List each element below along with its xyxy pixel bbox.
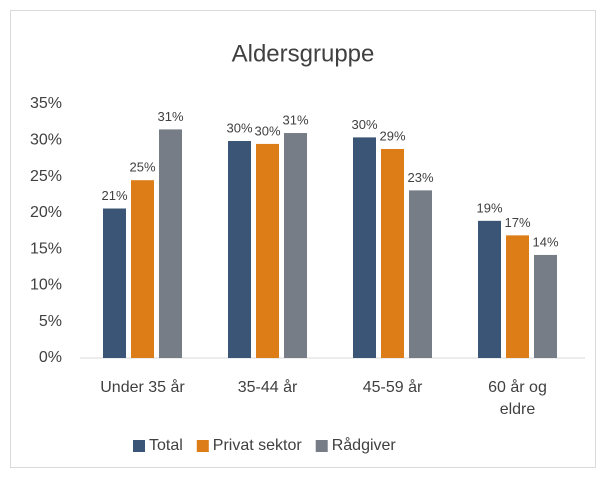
x-tick-line: 60 år og: [488, 378, 547, 396]
x-tick-label: 35-44 år: [238, 378, 298, 396]
x-tick-line: 45-59 år: [363, 378, 423, 396]
bar: [381, 148, 404, 358]
data-label: 19%: [476, 200, 502, 215]
x-tick-line: eldre: [500, 401, 536, 418]
legend-swatch: [315, 440, 328, 452]
bar: [353, 137, 376, 358]
bar: [159, 129, 182, 358]
data-label: 30%: [226, 120, 252, 135]
y-tick-label: 25%: [30, 168, 62, 185]
data-label: 23%: [407, 170, 433, 185]
legend-label: Rådgiver: [332, 436, 397, 454]
y-tick-label: 20%: [30, 204, 62, 221]
bar: [131, 180, 154, 358]
bar: [256, 143, 279, 358]
x-tick-line: Under 35 år: [100, 378, 185, 396]
y-tick-label: 35%: [30, 95, 62, 112]
data-label: 14%: [532, 234, 558, 249]
chart-title: Aldersgruppe: [232, 40, 375, 67]
bar: [506, 235, 529, 358]
y-tick-label: 30%: [30, 132, 62, 149]
legend-swatch: [196, 440, 209, 452]
bar: [284, 133, 307, 358]
legend-label: Privat sektor: [213, 437, 303, 454]
data-label: 21%: [101, 188, 127, 203]
y-tick-label: 5%: [39, 313, 62, 330]
y-tick-label: 10%: [30, 277, 62, 294]
bar: [228, 141, 251, 358]
data-label: 17%: [504, 215, 530, 230]
data-label: 31%: [282, 112, 308, 127]
bar: [409, 190, 432, 358]
bar: [478, 220, 501, 358]
data-label: 30%: [254, 123, 280, 138]
bar: [103, 208, 126, 358]
legend-swatch: [133, 440, 145, 452]
data-label: 30%: [351, 117, 377, 132]
bar: [534, 254, 557, 358]
data-label: 25%: [129, 160, 155, 175]
legend-label: Total: [149, 437, 183, 454]
x-tick-label: 60 år og eldre: [488, 378, 547, 418]
data-label: 29%: [379, 128, 405, 143]
y-tick-label: 15%: [30, 240, 62, 257]
x-tick-label: 45-59 år: [363, 378, 423, 396]
y-tick-label: 0%: [39, 349, 62, 366]
x-tick-line: 35-44 år: [238, 378, 298, 396]
x-tick-label: Under 35 år: [100, 378, 185, 396]
data-label: 31%: [157, 109, 183, 124]
